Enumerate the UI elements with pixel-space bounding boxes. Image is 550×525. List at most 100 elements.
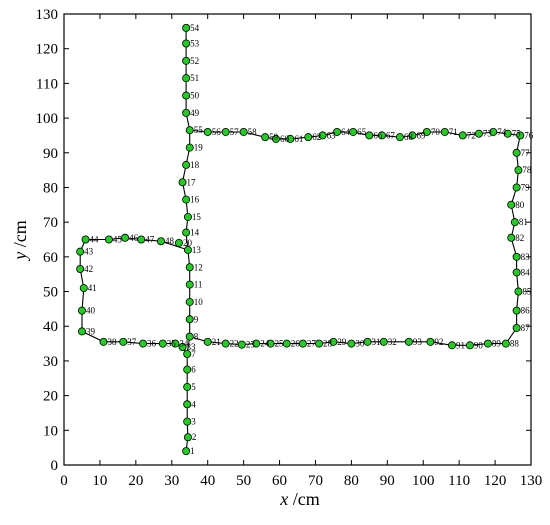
point-label: 39 (86, 326, 96, 336)
data-point (185, 126, 194, 135)
point-label: 80 (515, 200, 525, 210)
data-point (183, 245, 192, 254)
data-point (182, 23, 191, 32)
point-label: 27 (307, 339, 317, 349)
data-point (104, 235, 113, 244)
data-point (512, 268, 521, 277)
point-label: 3 (191, 417, 196, 427)
data-point (507, 233, 516, 242)
point-label: 69 (416, 130, 426, 140)
point-label: 18 (190, 160, 200, 170)
data-point (507, 200, 516, 209)
x-tick-label: 100 (412, 473, 435, 489)
data-point (512, 323, 521, 332)
point-label: 19 (194, 143, 204, 153)
data-point (447, 341, 456, 350)
point-label: 4 (191, 399, 196, 409)
y-tick-label: 110 (36, 76, 58, 92)
point-label: 2 (192, 432, 197, 442)
data-point (183, 382, 192, 391)
data-point (271, 134, 280, 143)
point-label: 44 (90, 235, 100, 245)
point-label: 56 (212, 127, 222, 137)
data-point (183, 433, 192, 442)
x-tick-label: 50 (236, 473, 251, 489)
point-label: 77 (521, 148, 531, 158)
data-point (298, 339, 307, 348)
y-tick-label: 40 (43, 319, 58, 335)
point-label: 32 (388, 337, 397, 347)
point-label: 79 (521, 182, 531, 192)
point-label: 6 (191, 365, 196, 375)
point-label: 89 (492, 339, 502, 349)
data-point (178, 343, 187, 352)
y-axis-title: y /cm (10, 220, 30, 262)
point-label: 42 (84, 264, 93, 274)
point-label: 36 (147, 339, 157, 349)
data-point (261, 133, 270, 142)
point-label: 29 (337, 337, 347, 347)
data-point (77, 327, 86, 336)
point-label: 37 (127, 337, 136, 347)
data-point (333, 127, 342, 136)
point-label: 87 (521, 323, 531, 333)
data-point (465, 341, 474, 350)
point-label: 84 (521, 267, 531, 277)
x-tick-label: 70 (308, 473, 323, 489)
data-point (185, 315, 194, 324)
y-tick-label: 50 (43, 285, 58, 301)
data-point (474, 129, 483, 138)
point-label: 51 (190, 73, 199, 83)
y-tick-label: 10 (43, 423, 58, 439)
data-point (183, 212, 192, 221)
point-label: 15 (192, 212, 202, 222)
point-label: 9 (194, 314, 199, 324)
point-label: 11 (194, 280, 203, 290)
data-point (182, 447, 191, 456)
data-point (77, 306, 86, 315)
point-label: 46 (129, 233, 139, 243)
point-label: 93 (413, 337, 423, 347)
data-point (121, 233, 130, 242)
data-point (183, 417, 192, 426)
point-label: 5 (191, 382, 196, 392)
point-label: 20 (183, 238, 193, 248)
data-point (185, 297, 194, 306)
data-points (76, 23, 525, 456)
data-point (185, 280, 194, 289)
point-label: 25 (275, 339, 285, 349)
data-point (516, 131, 525, 140)
point-label: 66 (373, 130, 383, 140)
data-point (503, 129, 512, 138)
data-point (377, 131, 386, 140)
data-point (440, 127, 449, 136)
point-label: 13 (192, 245, 202, 255)
data-point (183, 400, 192, 409)
y-tick-label: 80 (43, 180, 58, 196)
point-label: 86 (521, 306, 531, 316)
data-point (156, 237, 165, 246)
point-label: 55 (194, 125, 204, 135)
data-point (347, 339, 356, 348)
point-label: 60 (280, 134, 290, 144)
x-tick-label: 20 (128, 473, 143, 489)
data-point (458, 131, 467, 140)
data-point (182, 39, 191, 48)
data-point (119, 337, 128, 346)
data-point (304, 133, 313, 142)
data-point (318, 131, 327, 140)
point-label: 38 (108, 337, 118, 347)
data-point (395, 133, 404, 142)
point-label: 22 (230, 339, 239, 349)
data-point (182, 56, 191, 65)
x-tick-label: 10 (92, 473, 107, 489)
point-label: 64 (341, 127, 351, 137)
data-point (99, 337, 108, 346)
data-point (422, 127, 431, 136)
x-tick-label: 30 (164, 473, 179, 489)
data-point (510, 218, 519, 227)
x-tick-label: 80 (344, 473, 359, 489)
point-label: 52 (190, 56, 199, 66)
point-label: 74 (497, 127, 507, 137)
data-point (171, 339, 180, 348)
